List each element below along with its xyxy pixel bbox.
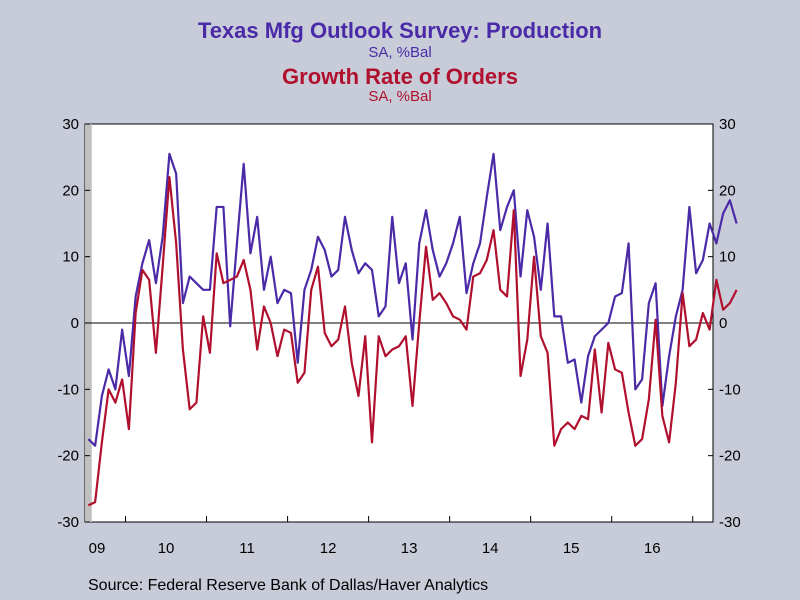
source-note: Source: Federal Reserve Bank of Dallas/H…: [88, 577, 489, 594]
y-tick-label-right: 20: [719, 182, 736, 199]
chart-title-production: Texas Mfg Outlook Survey: Production: [197, 18, 603, 43]
y-tick-label-left: 10: [62, 249, 79, 266]
y-tick-label-right: -10: [719, 381, 741, 398]
x-tick-label: 16: [644, 540, 661, 557]
x-tick-label: 09: [89, 540, 106, 557]
chart-subtitle-production: SA, %Bal: [368, 44, 432, 61]
chart-subtitle-orders: SA, %Bal: [368, 88, 432, 105]
x-tick-label: 12: [320, 540, 337, 557]
y-tick-label-right: 10: [719, 249, 736, 266]
y-tick-label-left: -10: [57, 381, 79, 398]
y-tick-label-right: -30: [719, 514, 741, 531]
y-tick-label-left: 20: [62, 182, 79, 199]
y-tick-label-right: 30: [719, 116, 736, 133]
y-tick-label-left: -20: [57, 448, 79, 465]
chart-title-orders: Growth Rate of Orders: [282, 64, 518, 89]
y-tick-label-right: -20: [719, 448, 741, 465]
x-tick-label: 14: [482, 540, 499, 557]
y-tick-label-left: 30: [62, 116, 79, 133]
y-tick-label-right: 0: [719, 315, 727, 332]
x-tick-label: 11: [239, 540, 255, 557]
x-tick-label: 13: [401, 540, 418, 557]
y-tick-label-left: 0: [71, 315, 79, 332]
series-line-production: [87, 152, 738, 447]
series-line-orders: [87, 175, 738, 507]
x-tick-label: 15: [563, 540, 580, 557]
y-tick-label-left: -30: [57, 514, 79, 531]
x-tick-label: 10: [158, 540, 175, 557]
